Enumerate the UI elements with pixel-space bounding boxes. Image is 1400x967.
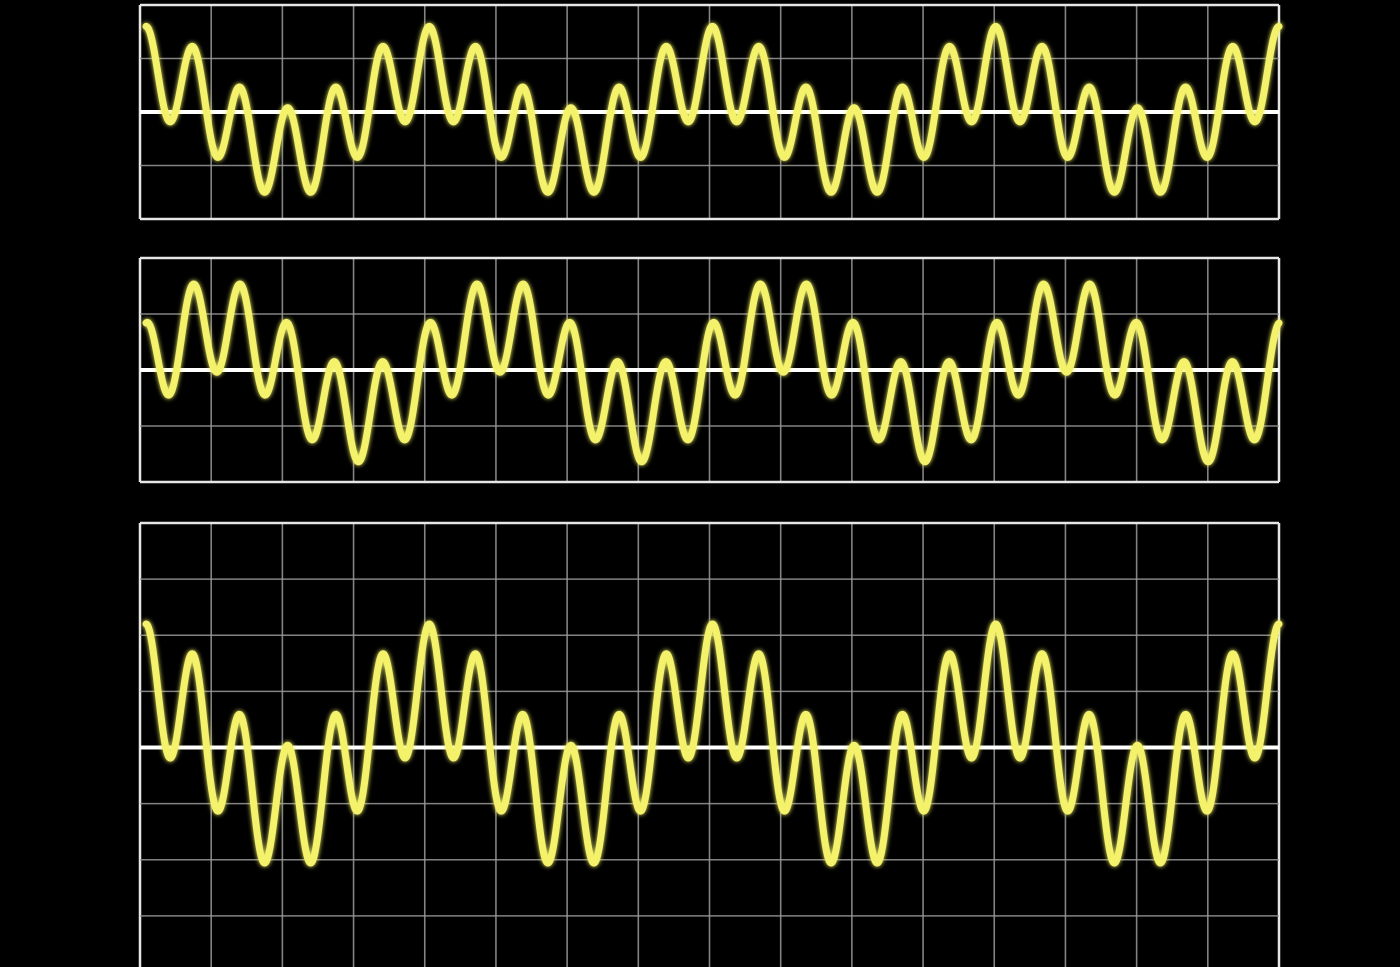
waveform-panel-middle	[138, 256, 1283, 484]
waveform-panel-top	[138, 3, 1283, 221]
waveform-series-top	[142, 22, 1283, 196]
waveform-series-middle	[142, 280, 1283, 466]
waveform-series-bottom	[142, 620, 1283, 867]
waveform-panel-bottom	[138, 521, 1283, 967]
